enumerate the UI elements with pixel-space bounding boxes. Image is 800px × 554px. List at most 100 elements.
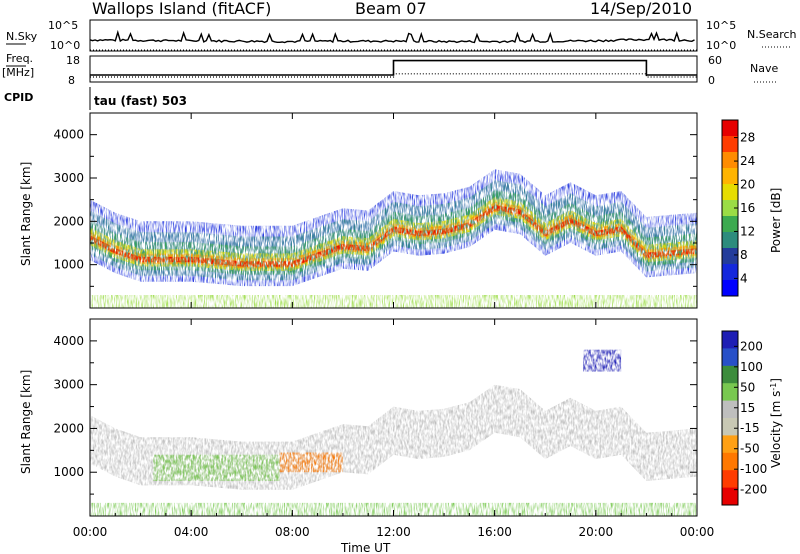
cpid-label: CPID [4, 91, 33, 104]
velocity-near-range-noise [90, 502, 697, 516]
x-tick-label: 20:00 [579, 525, 614, 539]
colorbar-tick-label: 100 [740, 360, 763, 374]
colorbar-tick-label: 28 [740, 131, 755, 145]
colorbar-tick-label: 200 [740, 339, 763, 353]
velocity-region-positive-high [583, 349, 622, 372]
colorbar-swatch [722, 216, 738, 233]
sky-left-tick-bottom: 10^0 [50, 39, 80, 52]
colorbar-tick-label: -15 [740, 421, 760, 435]
velocity-colorbar-label-main: Velocity [m s [769, 391, 783, 468]
colorbar-swatch [722, 232, 738, 249]
velocity-y-axis: 1000 2000 3000 4000 [53, 334, 697, 495]
sky-right-label: N.Search [747, 28, 797, 41]
sky-left-label: N.Sky [6, 30, 38, 43]
colorbar-tick-label: 15 [740, 401, 755, 415]
y-tick-label: 4000 [53, 128, 84, 142]
colorbar-swatch [722, 487, 738, 506]
x-tick-label: 12:00 [376, 525, 411, 539]
freq-right-tick-bottom: 0 [708, 74, 715, 87]
y-tick-label: 1000 [53, 258, 84, 272]
colorbar-swatch [722, 435, 738, 454]
y-tick-label: 2000 [53, 214, 84, 228]
colorbar-tick-label: 24 [740, 154, 755, 168]
power-y-axis: 1000 2000 3000 4000 [53, 128, 697, 287]
colorbar-swatch [722, 418, 738, 436]
cpid-panel: CPID tau (fast) 503 [4, 87, 187, 110]
velocity-colorbar: 200 100 50 15 -15 -50 -100 -200 [721, 330, 767, 506]
colorbar-tick-label: -100 [740, 462, 767, 476]
colorbar-swatch [722, 184, 738, 201]
velocity-region-positive [153, 454, 280, 481]
x-tick-label: 00:00 [680, 525, 715, 539]
colorbar-swatch [722, 452, 738, 471]
colorbar-swatch [722, 365, 738, 384]
colorbar-swatch [722, 264, 738, 281]
colorbar-swatch [722, 280, 738, 297]
freq-left-tick-bottom: 8 [68, 74, 75, 87]
freq-left-label-unit: [MHz] [2, 66, 34, 79]
velocity-colorbar-label: Velocity [m s-1] [769, 378, 783, 468]
sky-left-tick-top: 10^5 [48, 19, 78, 32]
freq-series [90, 59, 697, 76]
power-colorbar: 28 24 20 16 12 8 4 [721, 119, 755, 297]
power-echo-layer [90, 204, 697, 267]
x-tick-label: 00:00 [73, 525, 108, 539]
colorbar-swatch [722, 120, 738, 137]
power-panel: 1000 2000 3000 4000 Slant Range [km] [19, 112, 698, 309]
velocity-echoes [90, 349, 697, 516]
colorbar-tick-label: -200 [740, 483, 767, 497]
power-colorbar-label: Power [dB] [769, 188, 783, 253]
colorbar-swatch [722, 248, 738, 265]
y-tick-label: 1000 [53, 465, 84, 479]
velocity-colorbar-label-end: ] [769, 378, 783, 383]
colorbar-tick-label: 50 [740, 380, 755, 394]
freq-right-tick-top: 60 [708, 54, 722, 67]
power-echo-layer [90, 197, 697, 271]
cpid-value: tau (fast) 503 [94, 94, 187, 108]
colorbar-swatch [722, 168, 738, 185]
x-tick-label: 08:00 [275, 525, 310, 539]
colorbar-tick-label: 20 [740, 178, 755, 192]
x-tick-label: 04:00 [174, 525, 209, 539]
colorbar-tick-label: -50 [740, 442, 760, 456]
y-tick-label: 3000 [53, 378, 84, 392]
time-x-axis: 00:00 04:00 08:00 12:00 16:00 20:00 00:00 [73, 113, 715, 539]
colorbar-swatch [722, 136, 738, 153]
colorbar-swatch [722, 331, 738, 349]
freq-panel: Freq. [MHz] 18 8 60 0 Nave [2, 52, 778, 87]
y-tick-label: 2000 [53, 421, 84, 435]
colorbar-tick-label: 8 [740, 248, 748, 262]
colorbar-swatch [722, 152, 738, 169]
freq-panel-frame [89, 55, 698, 83]
colorbar-swatch [722, 400, 738, 419]
colorbar-frame [721, 330, 739, 506]
y-tick-label: 3000 [53, 171, 84, 185]
n-sky-series [89, 29, 695, 44]
colorbar-tick-label: 4 [740, 271, 748, 285]
colorbar-tick-label: 16 [740, 201, 755, 215]
nave-series [90, 73, 697, 78]
velocity-region-negative [279, 452, 343, 473]
beam-title: Beam 07 [355, 0, 427, 18]
freq-right-label: Nave [750, 62, 778, 75]
sky-right-tick-bottom: 10^0 [706, 39, 736, 52]
power-y-label: Slant Range [km] [19, 162, 33, 266]
colorbar-swatch [722, 200, 738, 217]
colorbar-swatch [722, 383, 738, 402]
freq-left-label: Freq. [6, 52, 33, 65]
sky-right-tick-top: 10^5 [706, 19, 736, 32]
sky-panel: N.Sky 10^5 10^0 10^5 10^0 N.Search [6, 19, 797, 52]
freq-left-tick-top: 18 [66, 54, 80, 67]
sky-panel-frame [89, 19, 698, 52]
colorbar-tick-label: 12 [740, 224, 755, 238]
velocity-panel: 1000 2000 3000 4000 Slant Range [km] [19, 318, 698, 517]
x-axis-label: Time UT [340, 541, 391, 554]
x-tick-label: 16:00 [477, 525, 512, 539]
velocity-y-label: Slant Range [km] [19, 370, 33, 474]
velocity-colorbar-label-sup: -1 [769, 383, 778, 391]
colorbar-swatch [722, 348, 738, 367]
y-tick-label: 4000 [53, 334, 84, 348]
power-echoes [90, 169, 697, 308]
date-title: 14/Sep/2010 [590, 0, 692, 18]
